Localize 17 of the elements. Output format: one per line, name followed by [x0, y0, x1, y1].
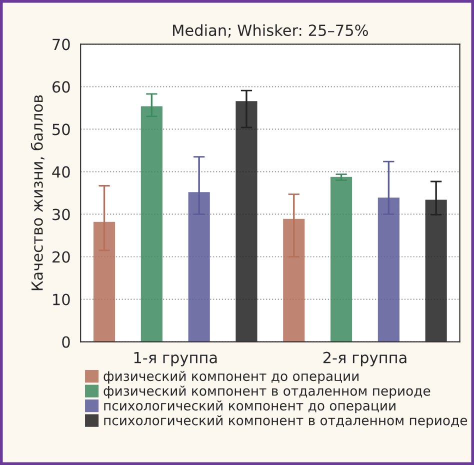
y-axis-title: Качество жизни, баллов — [30, 95, 44, 290]
y-tick-label: 10 — [53, 294, 70, 306]
bar — [330, 176, 352, 342]
y-tick-label: 20 — [52, 251, 70, 263]
y-tick-label: 50 — [52, 124, 70, 136]
y-tick-label: 40 — [52, 166, 70, 178]
y-tick-label: 60 — [52, 81, 70, 93]
legend-label: физический компонент до операции — [104, 370, 358, 384]
legend-label: физический компонент в отдаленном периоде — [104, 386, 430, 398]
y-tick-label: 0 — [62, 336, 70, 348]
y-tick-label: 70 — [52, 38, 70, 50]
legend-label: психологический компонент до операции — [104, 400, 396, 414]
y-tick-label: 30 — [52, 208, 70, 220]
chart-title: Median; Whisker: 25–75% — [173, 24, 368, 38]
x-tick-label: 2-я группа — [323, 352, 406, 366]
legend-label: психологический компонент в отдаленном периоде — [104, 415, 468, 428]
x-tick-label: 1-я группа — [134, 352, 217, 366]
